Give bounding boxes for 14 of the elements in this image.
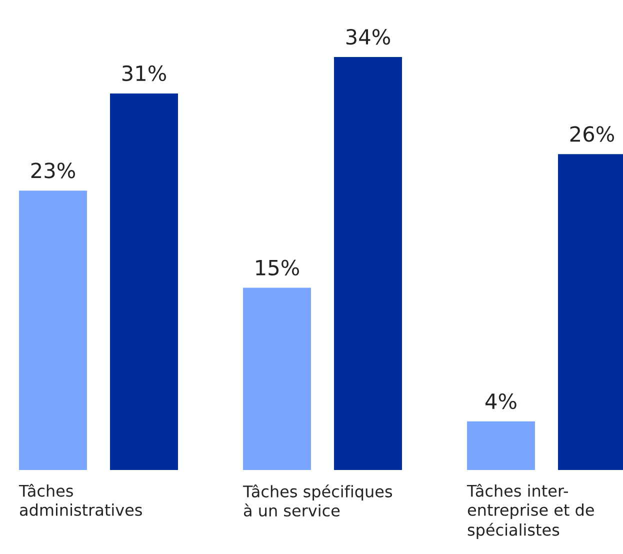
- data-label: 31%: [122, 65, 166, 82]
- data-label: 34%: [346, 28, 390, 45]
- data-label: 26%: [570, 126, 614, 142]
- bar: [467, 421, 535, 470]
- bar: [19, 190, 87, 470]
- data-label: 4%: [485, 393, 516, 410]
- x-tick-label: Tâches spécifiques à un service: [242, 484, 392, 517]
- data-label: 15%: [256, 260, 300, 276]
- bar: [110, 93, 178, 470]
- bar: [243, 288, 311, 470]
- data-label: 23%: [31, 162, 76, 178]
- x-tick-label: Tâches administratives: [18, 484, 142, 516]
- x-tick-label: Tâches inter-entreprise et de spécialistes: [466, 484, 594, 539]
- bar: [334, 57, 402, 470]
